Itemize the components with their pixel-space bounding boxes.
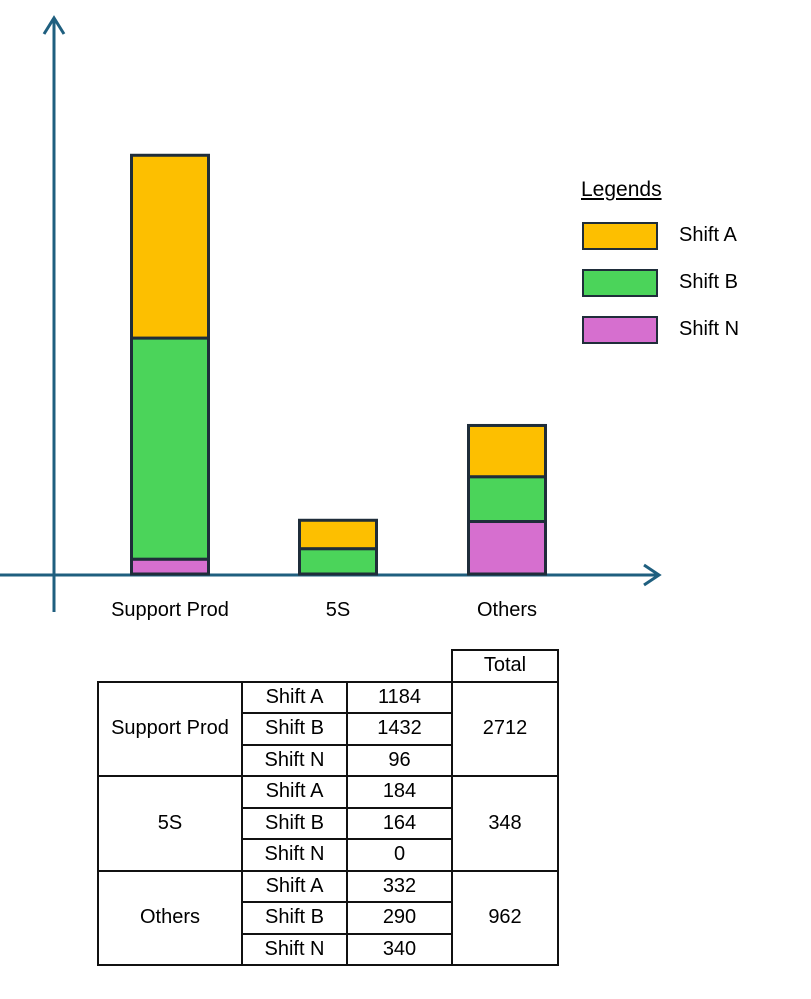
legend-swatch-shift-b — [582, 269, 658, 297]
x-axis-arrowhead — [643, 563, 662, 587]
legend-title: Legends — [581, 178, 662, 201]
shift-cell: Shift B — [241, 901, 348, 935]
x-tick-label-5s: 5S — [325, 599, 351, 621]
value-cell: 1184 — [346, 680, 453, 714]
value-cell: 0 — [346, 838, 453, 872]
legend-label-shift-n: Shift N — [679, 318, 740, 340]
value-cell: 290 — [346, 901, 453, 935]
shift-cell: Shift N — [241, 932, 348, 966]
bar-5s-shift-a — [298, 518, 378, 551]
legend-label-shift-a: Shift A — [679, 224, 737, 246]
legend-label-shift-b: Shift B — [679, 271, 738, 293]
shift-cell: Shift N — [241, 838, 348, 872]
total-cell: 2712 — [451, 680, 559, 777]
bar-support-prod-shift-a — [130, 153, 210, 340]
bar-support-prod-shift-b — [130, 336, 210, 561]
value-cell: 184 — [346, 775, 453, 809]
x-tick-label-support-prod: Support Prod — [111, 599, 229, 621]
total-cell: 348 — [451, 775, 559, 872]
shift-cell: Shift A — [241, 869, 348, 903]
category-cell: Others — [97, 869, 243, 966]
value-cell: 340 — [346, 932, 453, 966]
empty-header-cell — [242, 650, 347, 682]
bar-others-shift-n — [467, 520, 547, 576]
legend-swatch-shift-n — [582, 316, 658, 344]
bar-segments — [130, 153, 547, 576]
x-tick-label-others: Others — [476, 599, 538, 621]
shift-cell: Shift A — [241, 680, 348, 714]
total-header: Total — [451, 649, 559, 683]
value-cell: 164 — [346, 806, 453, 840]
shift-cell: Shift B — [241, 806, 348, 840]
bar-others-shift-b — [467, 475, 547, 524]
y-axis-arrowhead — [42, 15, 66, 35]
category-cell: 5S — [97, 775, 243, 872]
category-cell: Support Prod — [97, 680, 243, 777]
bar-support-prod-shift-n — [130, 557, 210, 576]
legend-swatch-shift-a — [582, 222, 658, 250]
value-cell: 1432 — [346, 712, 453, 746]
empty-header-cell — [347, 650, 452, 682]
shift-cell: Shift A — [241, 775, 348, 809]
shift-cell: Shift B — [241, 712, 348, 746]
bar-5s-shift-b — [298, 547, 378, 576]
total-cell: 962 — [451, 869, 559, 966]
value-cell: 96 — [346, 743, 453, 777]
bar-others-shift-a — [467, 423, 547, 479]
data-table: Total Support Prod Shift A 1184 2712 Shi… — [97, 649, 559, 966]
shift-cell: Shift N — [241, 743, 348, 777]
stacked-bar-chart — [0, 15, 662, 612]
empty-header-cell — [98, 650, 242, 682]
value-cell: 332 — [346, 869, 453, 903]
